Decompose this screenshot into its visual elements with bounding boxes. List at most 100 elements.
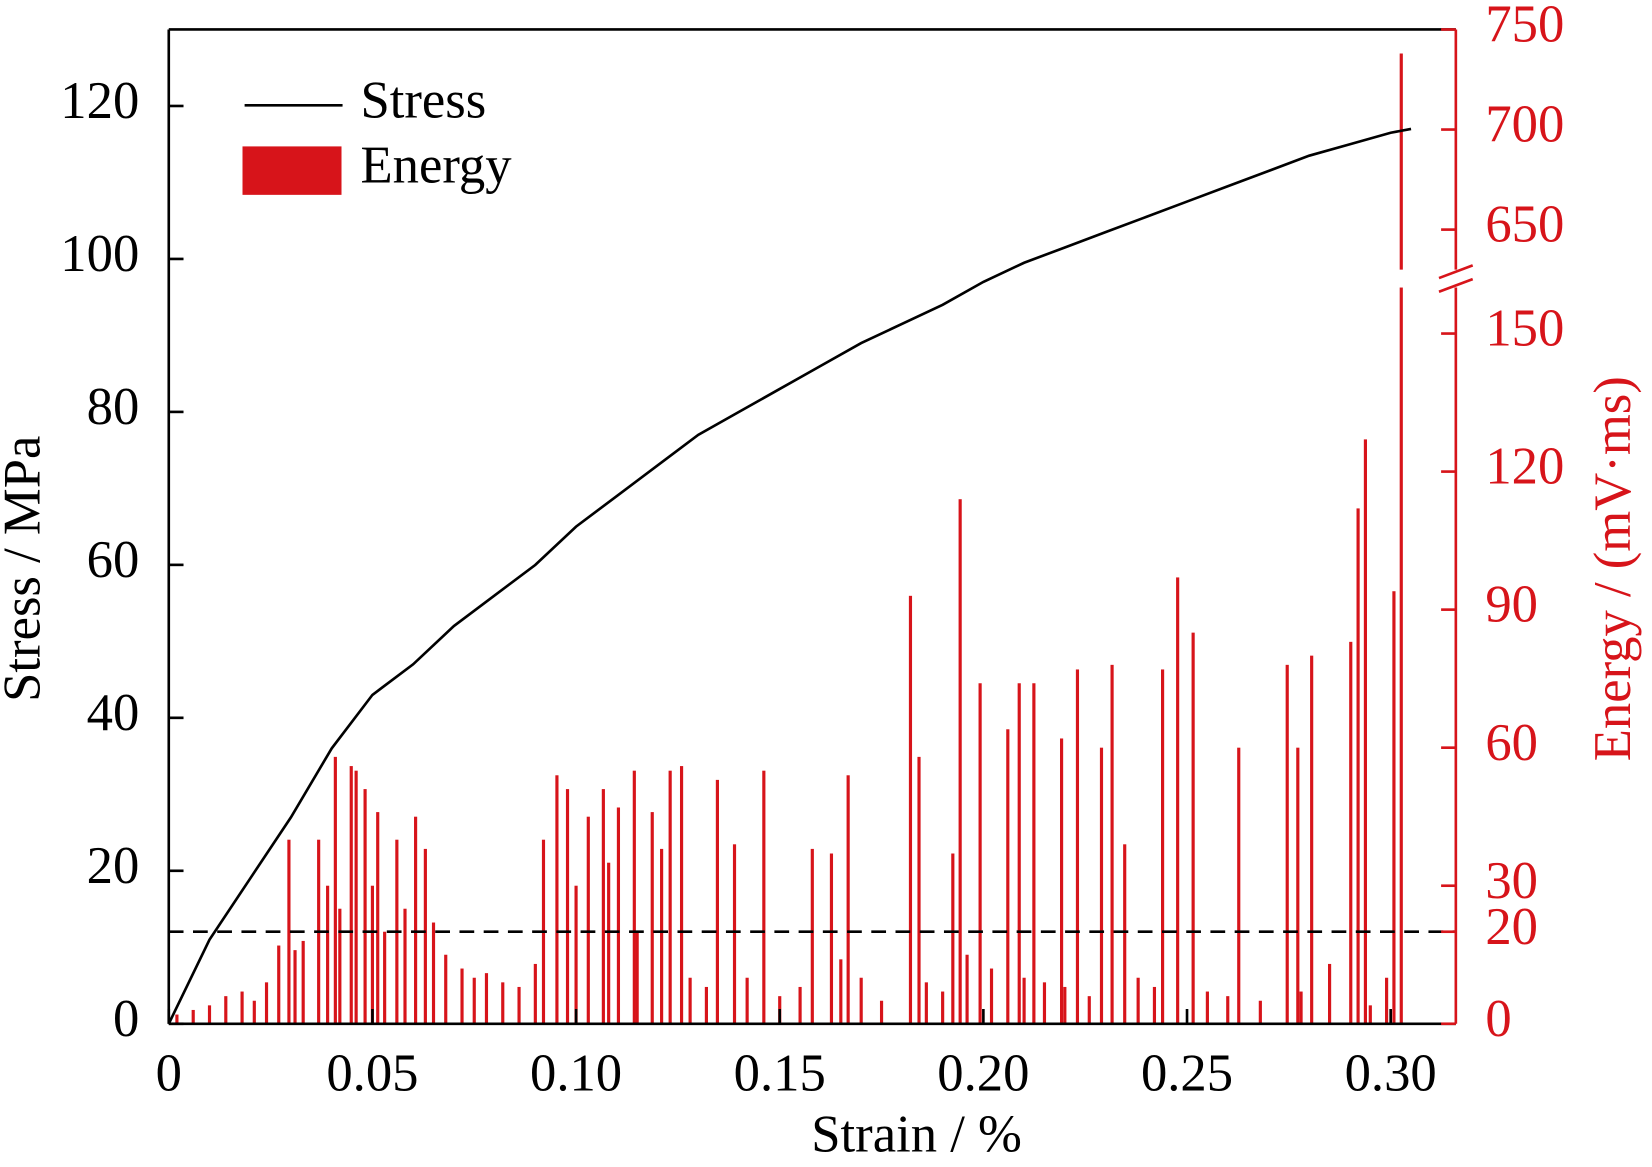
bar <box>1368 1005 1372 1024</box>
bar <box>989 968 994 1024</box>
bar <box>586 816 590 1024</box>
bar <box>370 885 375 1024</box>
bar <box>704 986 708 1024</box>
x-tick-label: 0.15 <box>734 1045 826 1103</box>
bar <box>668 770 672 1024</box>
bar <box>762 770 766 1024</box>
bar <box>1299 991 1303 1024</box>
y2-tick-label: 60 <box>1485 714 1538 772</box>
bar <box>1110 664 1114 1024</box>
y-tick-label: 60 <box>87 531 140 589</box>
bar <box>688 977 692 1024</box>
bar <box>810 848 814 1024</box>
bar <box>423 848 427 1024</box>
bar <box>829 853 834 1024</box>
y2-tick-label: 90 <box>1485 576 1538 634</box>
y2-tick-label: 700 <box>1485 96 1564 154</box>
bar <box>965 954 969 1024</box>
bar <box>924 982 928 1024</box>
bar <box>1176 577 1180 1024</box>
bar <box>1042 982 1047 1024</box>
bar <box>1285 664 1289 1024</box>
bar <box>414 816 418 1024</box>
x-tick-label: 0.20 <box>937 1045 1029 1103</box>
bar <box>472 977 476 1024</box>
bar <box>1152 986 1157 1024</box>
bar <box>1205 991 1209 1024</box>
y2-tick-label: 750 <box>1485 0 1564 54</box>
bar <box>574 885 578 1024</box>
bar <box>798 986 802 1024</box>
y-tick-label: 120 <box>60 72 139 130</box>
y-tick-label: 0 <box>113 990 139 1048</box>
bar <box>565 789 570 1024</box>
x-tick-label: 0.10 <box>530 1045 622 1103</box>
bar <box>1099 747 1104 1024</box>
bar <box>1237 747 1241 1024</box>
legend-label: Stress <box>360 71 486 129</box>
bar <box>732 844 737 1024</box>
y-tick-label: 40 <box>87 684 140 742</box>
x-tick-label: 0.25 <box>1141 1045 1233 1103</box>
bar <box>1349 641 1353 1024</box>
bar <box>555 775 559 1024</box>
bar <box>1087 996 1091 1024</box>
y2-tick-label: 30 <box>1485 852 1538 910</box>
bar <box>484 973 489 1024</box>
x-axis-label: Strain / % <box>811 1106 1022 1164</box>
bar <box>533 963 537 1024</box>
bar <box>715 779 719 1024</box>
bar <box>277 945 281 1024</box>
x-tick-label: 0.30 <box>1345 1045 1437 1103</box>
y2-tick-label: 650 <box>1485 196 1564 254</box>
legend-label: Energy <box>360 137 512 195</box>
bar <box>338 908 342 1024</box>
bar <box>333 756 337 1024</box>
bar <box>383 931 387 1024</box>
x-tick-label: 0 <box>156 1045 182 1103</box>
bar <box>632 770 636 1024</box>
bar <box>859 977 863 1024</box>
bar <box>879 1000 884 1024</box>
bar <box>1399 287 1403 1024</box>
bar <box>616 807 621 1024</box>
bar <box>1258 1000 1262 1024</box>
axis-break <box>1438 264 1474 280</box>
bar <box>240 991 244 1024</box>
x-tick-label: 0.05 <box>326 1045 418 1103</box>
bar <box>607 862 611 1024</box>
bar <box>252 1000 256 1024</box>
y2-tick-label: 20 <box>1485 898 1538 956</box>
y-tick-label: 80 <box>87 378 140 436</box>
bar <box>349 766 353 1024</box>
y-axis-label: Stress / MPa <box>0 436 52 702</box>
bar <box>264 982 269 1024</box>
bar <box>1123 844 1127 1024</box>
bar <box>444 954 448 1024</box>
bar <box>326 885 330 1024</box>
bar <box>207 1005 212 1024</box>
bar <box>635 931 639 1024</box>
bar <box>1356 508 1360 1024</box>
axis-break <box>1438 277 1474 293</box>
bar <box>501 982 505 1024</box>
bar <box>1059 738 1064 1024</box>
bar <box>175 1014 179 1024</box>
bar <box>846 775 850 1024</box>
bar <box>1063 986 1067 1024</box>
y2-axis-label: Energy / (mV·ms) <box>1584 376 1642 761</box>
bar <box>1017 683 1021 1024</box>
bar <box>917 756 921 1024</box>
bar <box>224 996 228 1024</box>
bar <box>601 789 605 1024</box>
bar <box>1363 439 1368 1024</box>
bar <box>1226 996 1230 1024</box>
bar <box>1161 669 1165 1024</box>
bar <box>650 812 654 1024</box>
line <box>167 127 1412 1025</box>
bar <box>403 908 407 1024</box>
bar <box>517 986 521 1024</box>
bar <box>460 968 464 1024</box>
y2-tick-label: 150 <box>1485 300 1564 358</box>
